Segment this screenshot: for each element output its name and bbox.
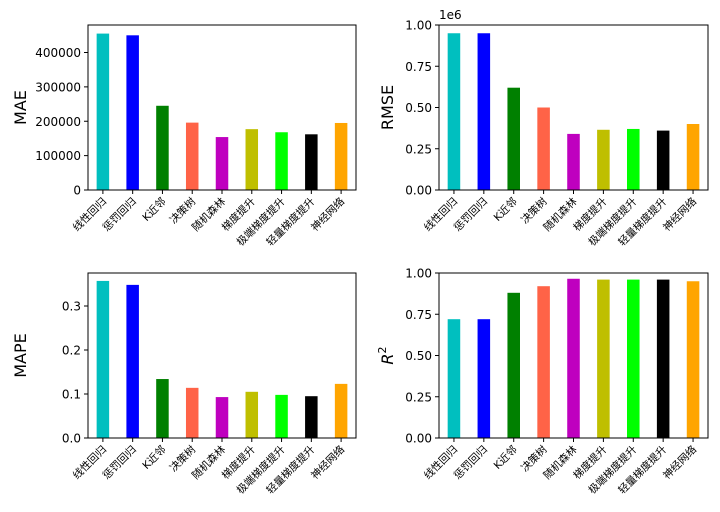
r2-xtick-label: 惩罚回归: [451, 443, 490, 482]
mape-bar: [305, 396, 318, 438]
mae-bar: [126, 35, 139, 191]
rmse-bar: [477, 33, 491, 190]
rmse-bar: [597, 129, 610, 190]
rmse-xtick-label: 神经网络: [660, 195, 699, 234]
mape-ytick-label: 0.2: [62, 344, 81, 358]
mae-bar: [215, 137, 229, 190]
mape-xtick-label: 惩罚回归: [100, 443, 139, 482]
r2-ytick-label: 0.25: [405, 390, 432, 404]
r2-ylabel: R2: [376, 346, 397, 364]
r2-bar: [627, 279, 640, 438]
mae-xtick-label: K近邻: [140, 195, 169, 224]
mape-ytick-label: 0.0: [62, 432, 81, 446]
mae-bar: [96, 33, 110, 191]
r2-bar: [537, 286, 550, 438]
mape-xtick-label: 神经网络: [308, 443, 347, 482]
rmse-bar: [567, 133, 580, 190]
r2-bar: [447, 319, 461, 438]
rmse-xtick-label: K近邻: [491, 195, 520, 224]
rmse-bar: [627, 128, 640, 190]
r2-ytick-label: 0.75: [405, 308, 432, 322]
mape-bar: [156, 379, 169, 438]
mae-bar: [185, 122, 199, 191]
mape-ytick-label: 0.1: [62, 388, 81, 402]
mape-bar: [96, 280, 110, 438]
mae-bar: [305, 134, 318, 190]
rmse-ylabel: RMSE: [378, 85, 397, 130]
rmse-ytick-label: 0.75: [405, 60, 432, 74]
r2-bar: [597, 279, 610, 438]
mae-ytick-label: 200000: [35, 115, 81, 129]
r2-ytick-label: 0.50: [405, 349, 432, 363]
mape-ylabel: MAPE: [11, 333, 30, 378]
rmse-bar: [686, 124, 700, 190]
mae-ytick-label: 400000: [35, 46, 81, 60]
r2-bar: [686, 281, 700, 438]
mape-bar: [334, 383, 348, 438]
rmse-ytick-label: 0.00: [405, 184, 432, 198]
rmse-ytick-label: 1.00: [405, 19, 432, 33]
mape-ytick-label: 0.3: [62, 300, 81, 314]
mae-bar: [156, 105, 169, 190]
rmse-ytick-label: 0.50: [405, 101, 432, 115]
r2-ytick-label: 1.00: [405, 267, 432, 281]
mae-ytick-label: 0: [73, 184, 81, 198]
rmse-bar: [537, 107, 550, 190]
mae-bar: [334, 122, 348, 190]
mae-ylabel: MAE: [11, 90, 30, 125]
mae-xtick-label: 神经网络: [308, 195, 347, 234]
mae-ytick-label: 300000: [35, 80, 81, 94]
r2-xtick-label: K近邻: [491, 443, 520, 472]
mape-bar: [185, 387, 199, 438]
mae-ytick-label: 100000: [35, 149, 81, 163]
mae-xtick-label: 惩罚回归: [100, 195, 139, 234]
rmse-bar: [656, 130, 670, 190]
rmse-ytick-label: 0.25: [405, 142, 432, 156]
r2-xtick-label: 神经网络: [660, 443, 699, 482]
rmse-offset-text: 1e6: [439, 8, 462, 22]
r2-bar: [567, 278, 580, 438]
r2-bar: [477, 319, 491, 438]
rmse-xtick-label: 惩罚回归: [451, 195, 490, 234]
r2-bar: [507, 292, 520, 438]
rmse-bar: [507, 87, 520, 190]
r2-ytick-label: 0.00: [405, 432, 432, 446]
mape-bar: [245, 391, 259, 438]
mape-bar: [215, 397, 229, 438]
mae-bar: [275, 132, 288, 190]
mape-bar: [275, 394, 288, 438]
r2-bar: [656, 279, 670, 438]
mape-bar: [126, 284, 139, 438]
mae-bar: [245, 129, 259, 190]
rmse-bar: [447, 33, 461, 190]
mape-xtick-label: K近邻: [140, 443, 169, 472]
